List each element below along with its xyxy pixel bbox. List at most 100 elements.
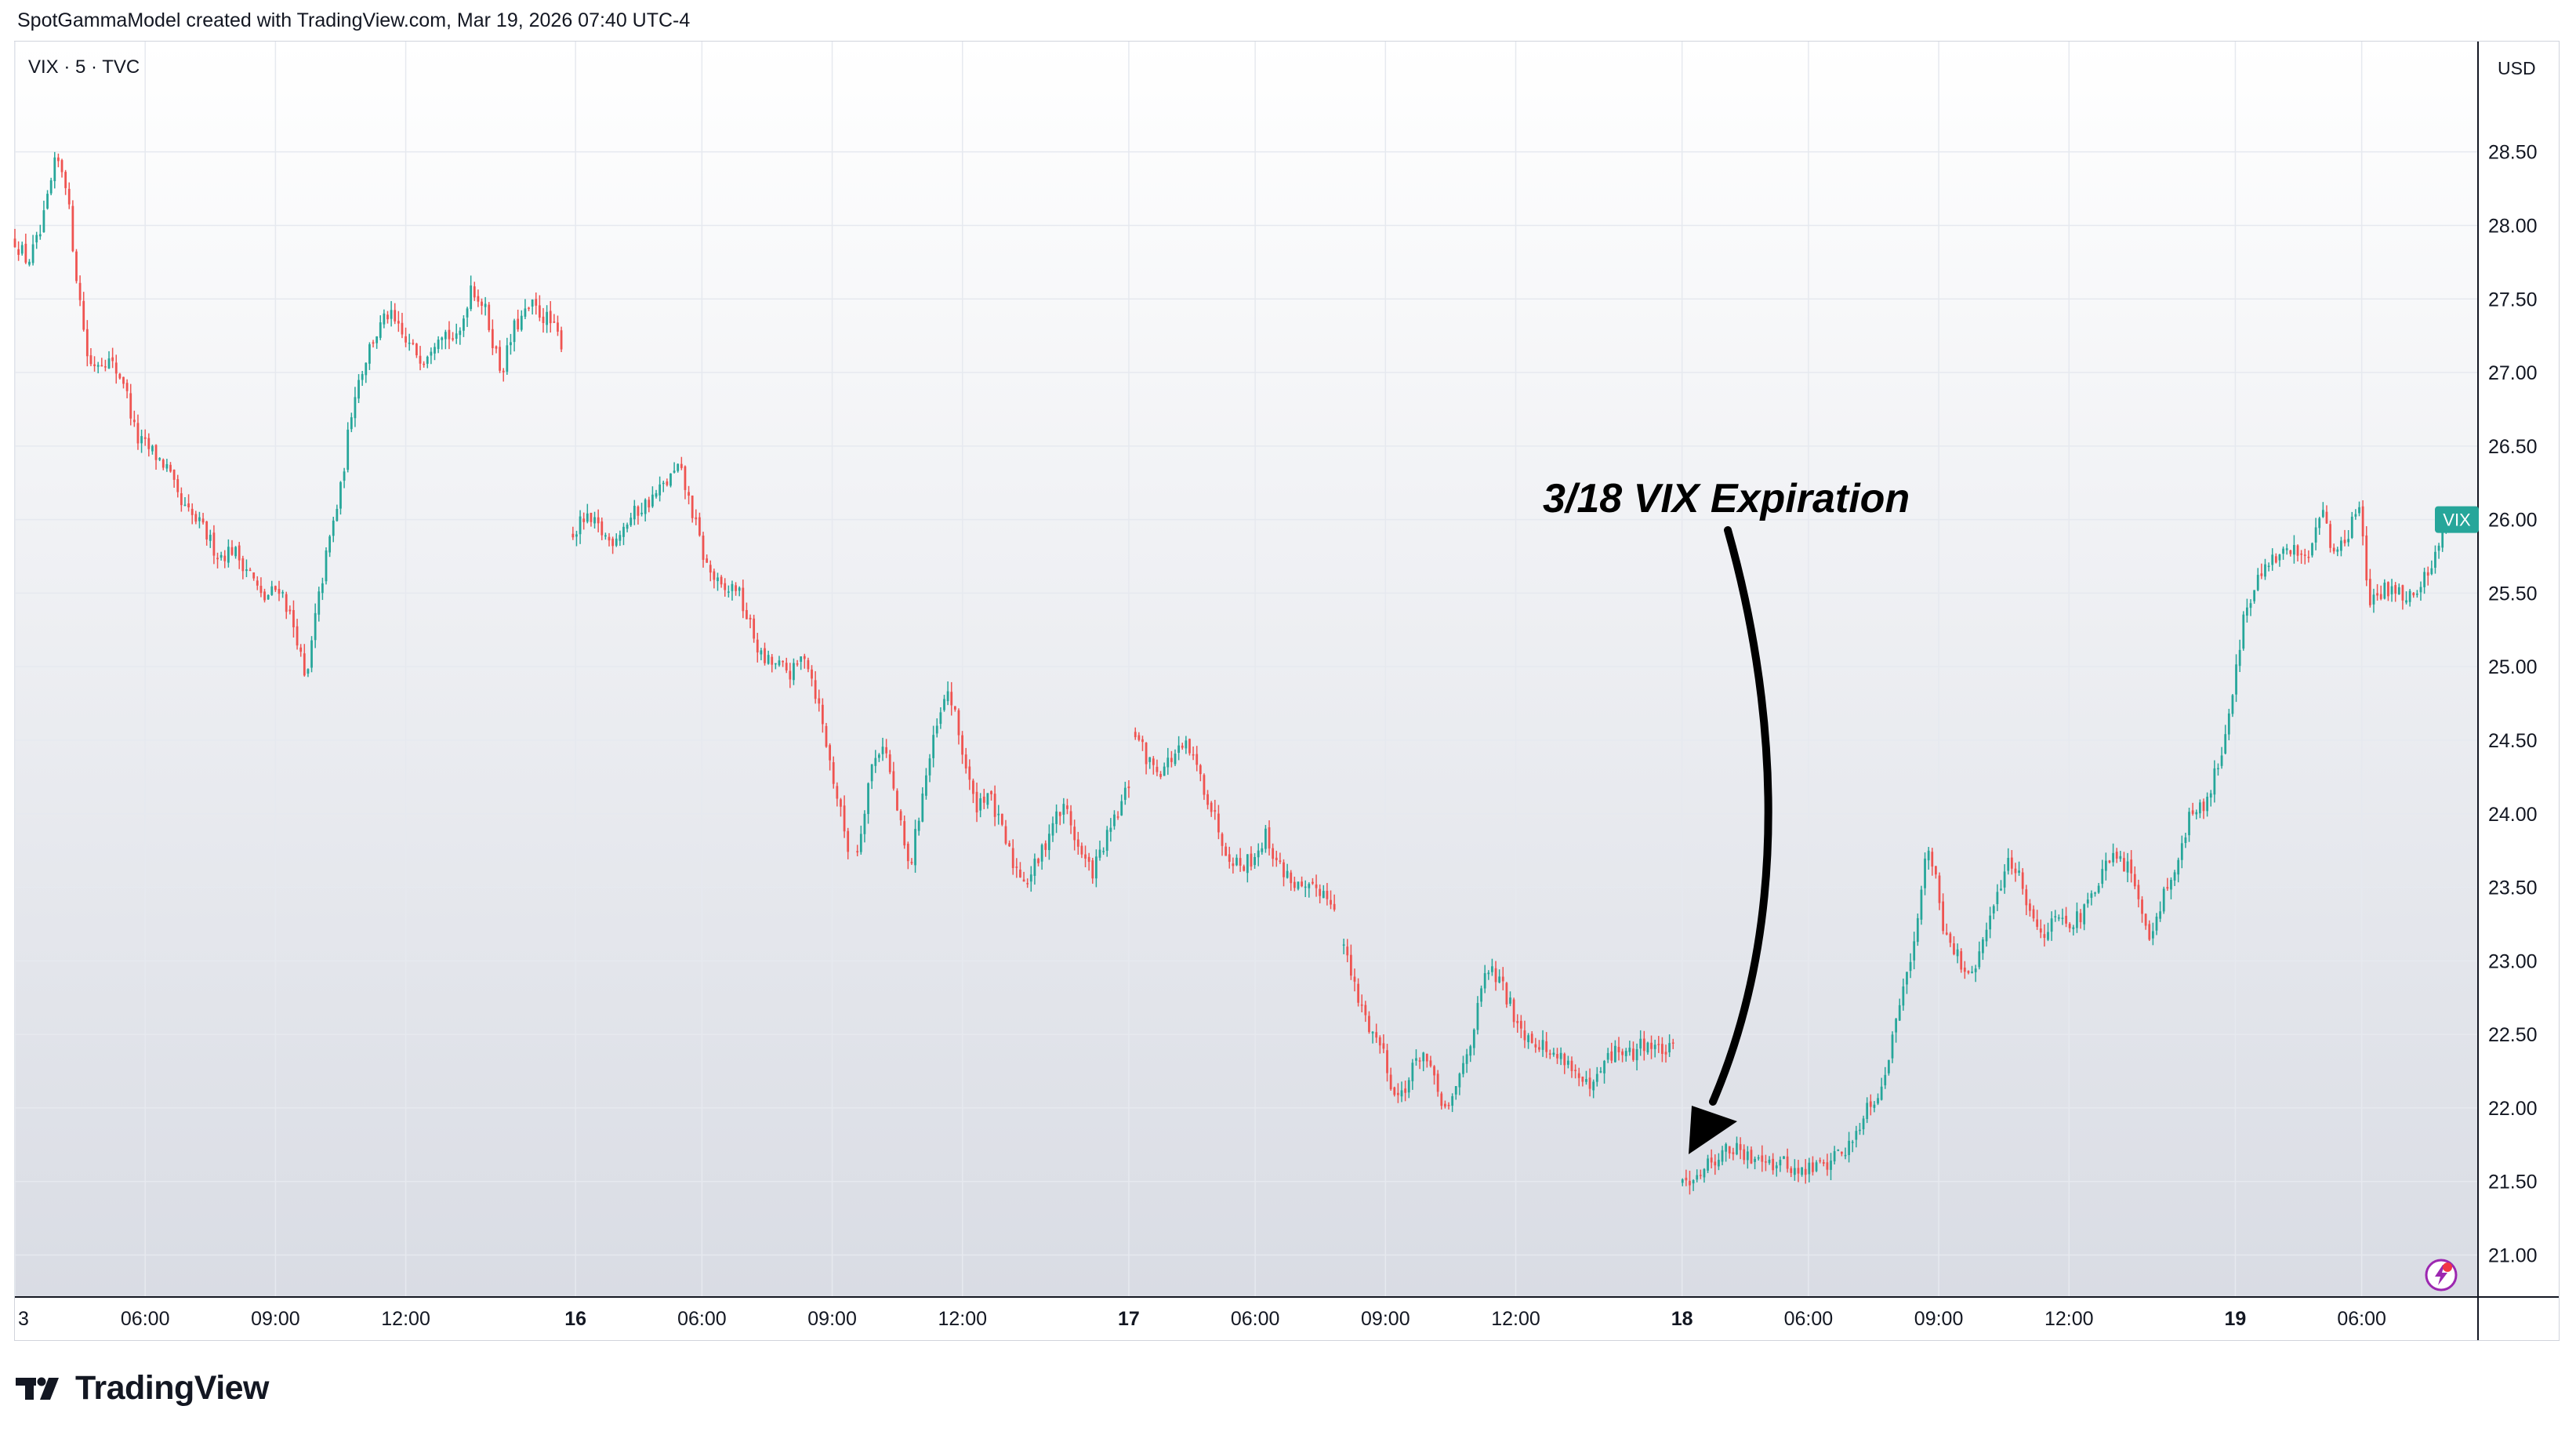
candle xyxy=(1397,1083,1399,1103)
candle xyxy=(292,600,295,638)
candle xyxy=(821,698,824,733)
candle-body xyxy=(756,639,759,653)
candle-body xyxy=(1815,1162,1818,1172)
candle xyxy=(129,383,132,426)
candle xyxy=(2068,921,2071,932)
candle xyxy=(2365,526,2368,587)
candle-body xyxy=(426,356,429,364)
candle-body xyxy=(470,285,473,310)
candle xyxy=(1927,847,1930,870)
candle xyxy=(600,517,604,540)
candle-body xyxy=(1639,1038,1642,1049)
candle xyxy=(2412,591,2415,598)
candle xyxy=(1801,1167,1803,1177)
candle xyxy=(2235,654,2237,703)
candle xyxy=(560,326,563,353)
candle-body xyxy=(53,157,56,182)
candle xyxy=(749,614,752,629)
candle xyxy=(778,656,781,667)
candle xyxy=(1617,1037,1620,1061)
candle-body xyxy=(259,586,263,594)
candle-body xyxy=(2079,913,2082,923)
candle-body xyxy=(957,710,960,736)
candle-body xyxy=(1156,766,1159,772)
candle-body xyxy=(1953,943,1955,954)
candle xyxy=(502,368,505,382)
x-tick-label: 17 xyxy=(1118,1308,1140,1330)
candle-body xyxy=(2289,550,2292,554)
candle xyxy=(1613,1040,1616,1063)
candle xyxy=(2065,906,2067,928)
candle xyxy=(2387,581,2389,601)
candle xyxy=(753,614,756,643)
symbol-label[interactable]: VIX · 5 · TVC xyxy=(28,56,140,78)
candle-body xyxy=(2368,579,2371,605)
candle xyxy=(767,650,770,665)
candle-body xyxy=(466,308,469,318)
candle xyxy=(2025,885,2028,916)
candle-body xyxy=(1487,972,1490,975)
candle xyxy=(1185,736,1188,754)
candle-body xyxy=(1483,973,1486,989)
candle-body xyxy=(1603,1061,1605,1074)
candle xyxy=(1476,996,1479,1035)
candle-body xyxy=(2137,885,2140,899)
x-tick-label: 12:00 xyxy=(938,1308,987,1330)
candle-body xyxy=(1534,1044,1537,1048)
candle-body xyxy=(1650,1042,1653,1049)
lightning-icon[interactable] xyxy=(2424,1258,2458,1296)
candle xyxy=(546,305,548,333)
candle xyxy=(1527,1033,1529,1049)
candlesticks[interactable] xyxy=(13,151,2447,1195)
candle-body xyxy=(278,589,281,594)
candle-body xyxy=(1728,1146,1731,1153)
candle-body xyxy=(836,786,839,799)
candle xyxy=(1541,1030,1544,1057)
candle xyxy=(997,805,1000,825)
candle xyxy=(1728,1146,1731,1159)
candle xyxy=(2415,590,2418,598)
candle-body xyxy=(531,299,534,307)
candle xyxy=(1624,1048,1627,1062)
candle-body xyxy=(1862,1118,1865,1130)
candle xyxy=(2094,892,2096,897)
candle-body xyxy=(1613,1045,1616,1063)
candle-body xyxy=(111,357,114,361)
candle-body xyxy=(1080,845,1083,855)
candle-body xyxy=(1159,773,1162,777)
candle-body xyxy=(67,188,71,205)
candle-body xyxy=(1279,860,1282,862)
candle-body xyxy=(1516,1020,1519,1023)
candle xyxy=(1960,948,1963,973)
candle xyxy=(1429,1055,1432,1068)
candle-body xyxy=(2065,915,2067,924)
tradingview-logo[interactable]: TradingView xyxy=(16,1369,270,1408)
candle xyxy=(328,534,332,558)
candle xyxy=(528,307,530,311)
candle-body xyxy=(2401,585,2404,601)
candle-body xyxy=(1884,1074,1887,1086)
candle xyxy=(1710,1149,1713,1169)
candle-body xyxy=(1761,1155,1764,1162)
candle xyxy=(1906,972,1908,994)
candle xyxy=(1069,805,1072,834)
candle xyxy=(114,354,118,384)
candle-body xyxy=(1772,1158,1775,1171)
candle xyxy=(662,480,665,492)
candle-body xyxy=(1786,1156,1789,1169)
candle-body xyxy=(1378,1037,1381,1046)
candle-body xyxy=(1066,805,1068,809)
candle-body xyxy=(1848,1140,1850,1155)
candle-body xyxy=(2054,916,2057,917)
candle-body xyxy=(93,364,96,366)
candle-body xyxy=(847,830,850,852)
price-axis-background[interactable] xyxy=(2478,42,2559,1296)
currency-label[interactable]: USD xyxy=(2498,58,2536,78)
candle xyxy=(1293,876,1296,892)
candle xyxy=(1621,1048,1624,1063)
time-axis-background[interactable] xyxy=(15,1297,2477,1340)
candle-body xyxy=(2220,755,2223,766)
candle xyxy=(365,362,368,383)
candle xyxy=(1235,854,1238,866)
